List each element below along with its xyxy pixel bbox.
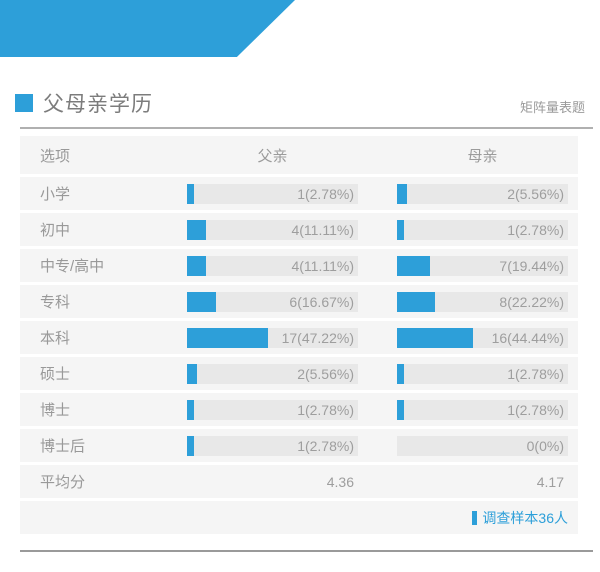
row-label: 本科 <box>40 330 71 347</box>
father-value: 4.36 <box>326 473 354 490</box>
column-header-mother: 母亲 <box>467 148 498 165</box>
mother-bar-fill <box>397 399 404 420</box>
father-value: 6(16.67%) <box>289 293 354 310</box>
table-row: 初中 4(11.11%) 1(2.78%) <box>20 213 578 246</box>
mother-value: 2(5.56%) <box>507 185 564 202</box>
father-bar-track: 4.36 <box>187 472 358 492</box>
mother-value: 1(2.78%) <box>507 401 564 418</box>
father-bar-fill <box>187 291 216 312</box>
father-bar-fill <box>187 399 194 420</box>
row-label: 中专/高中 <box>40 258 105 275</box>
mother-bar-fill <box>397 255 431 276</box>
row-label: 博士后 <box>40 438 86 455</box>
sample-size-note: 调查样本36人 <box>472 508 568 528</box>
mother-bar-track: 16(44.44%) <box>397 327 568 348</box>
bottom-divider <box>20 550 593 552</box>
father-bar-track: 1(2.78%) <box>187 435 358 456</box>
table-row: 小学 1(2.78%) 2(5.56%) <box>20 177 578 210</box>
mother-bar-track: 1(2.78%) <box>397 219 568 240</box>
sample-size-label: 调查样本36人 <box>482 509 568 526</box>
table-row: 本科 17(47.22%) 16(44.44%) <box>20 321 578 354</box>
father-bar-track: 1(2.78%) <box>187 399 358 420</box>
father-bar-track: 4(11.11%) <box>187 219 358 240</box>
mother-bar-fill <box>397 363 404 384</box>
father-bar-track: 1(2.78%) <box>187 183 358 204</box>
table-body: 小学 1(2.78%) 2(5.56%) 初中 4(11.11%) 1(2.78… <box>20 177 578 498</box>
sample-size-row: 调查样本36人 <box>20 501 578 534</box>
title-wrap: 父母亲学历 <box>15 88 153 118</box>
father-value: 4(11.11%) <box>291 257 354 274</box>
mother-value: 8(22.22%) <box>499 293 564 310</box>
table-row: 硕士 2(5.56%) 1(2.78%) <box>20 357 578 390</box>
row-label: 硕士 <box>40 366 71 383</box>
section-header: 父母亲学历 矩阵量表题 <box>15 88 585 118</box>
sample-bar-icon <box>472 510 478 525</box>
father-value: 17(47.22%) <box>281 329 354 346</box>
table-row: 平均分 4.36 4.17 <box>20 465 578 498</box>
mother-bar-track: 2(5.56%) <box>397 183 568 204</box>
mother-bar-fill <box>397 327 473 348</box>
mother-bar-track: 1(2.78%) <box>397 363 568 384</box>
row-label: 初中 <box>40 222 71 239</box>
mother-bar-fill <box>397 183 407 204</box>
mother-bar-fill <box>397 219 404 240</box>
father-bar-track: 4(11.11%) <box>187 255 358 276</box>
mother-bar-track: 0(0%) <box>397 435 568 456</box>
question-type-label: 矩阵量表题 <box>519 100 585 115</box>
father-bar-track: 17(47.22%) <box>187 327 358 348</box>
mother-value: 1(2.78%) <box>507 221 564 238</box>
father-bar-fill <box>187 183 194 204</box>
page-title: 父母亲学历 <box>43 93 153 116</box>
table-row: 博士 1(2.78%) 1(2.78%) <box>20 393 578 426</box>
father-bar-fill <box>187 363 197 384</box>
mother-value: 4.17 <box>536 473 564 490</box>
father-bar-fill <box>187 219 206 240</box>
father-bar-fill <box>187 435 194 456</box>
table-row: 博士后 1(2.78%) 0(0%) <box>20 429 578 462</box>
mother-bar-track: 4.17 <box>397 472 568 492</box>
table-row: 中专/高中 4(11.11%) 7(19.44%) <box>20 249 578 282</box>
mother-value: 1(2.78%) <box>507 365 564 382</box>
mother-bar-fill <box>397 291 435 312</box>
mother-value: 0(0%) <box>526 437 564 454</box>
table-row: 专科 6(16.67%) 8(22.22%) <box>20 285 578 318</box>
father-value: 1(2.78%) <box>297 185 354 202</box>
mother-value: 16(44.44%) <box>491 329 564 346</box>
father-bar-fill <box>187 327 268 348</box>
father-value: 4(11.11%) <box>291 221 354 238</box>
father-value: 1(2.78%) <box>297 437 354 454</box>
father-value: 1(2.78%) <box>297 401 354 418</box>
header-divider <box>20 127 593 129</box>
mother-bar-track: 7(19.44%) <box>397 255 568 276</box>
mother-bar-track: 1(2.78%) <box>397 399 568 420</box>
father-value: 2(5.56%) <box>297 365 354 382</box>
table-header-row: 选项 父亲 母亲 <box>20 136 578 174</box>
title-square-icon <box>15 94 33 112</box>
column-header-father: 父亲 <box>257 148 288 165</box>
column-header-option: 选项 <box>40 147 71 165</box>
row-label: 博士 <box>40 402 71 419</box>
mother-value: 7(19.44%) <box>499 257 564 274</box>
father-bar-track: 2(5.56%) <box>187 363 358 384</box>
father-bar-fill <box>187 255 206 276</box>
mother-bar-track: 8(22.22%) <box>397 291 568 312</box>
row-label: 专科 <box>40 294 71 311</box>
row-label: 小学 <box>40 186 71 203</box>
row-label: 平均分 <box>40 474 86 491</box>
top-banner-ribbon <box>0 0 295 57</box>
results-table: 选项 父亲 母亲 小学 1(2.78%) 2(5.56%) 初中 4(11.11… <box>20 136 578 498</box>
father-bar-track: 6(16.67%) <box>187 291 358 312</box>
